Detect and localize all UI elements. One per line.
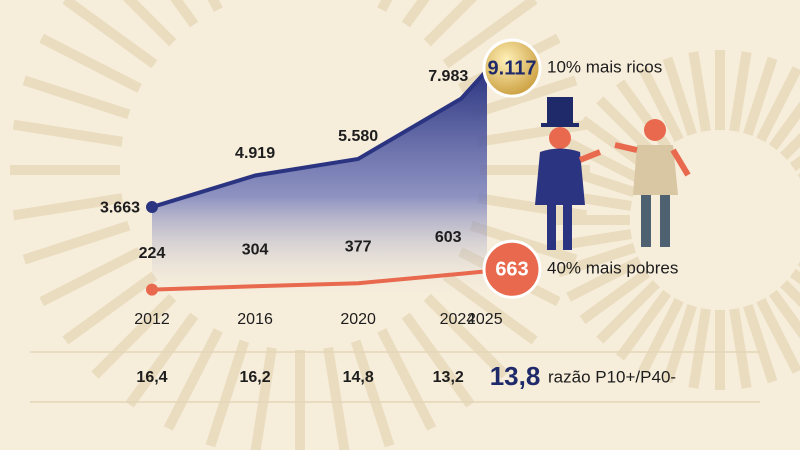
- illustration: [535, 97, 691, 250]
- value-label: 4.919: [235, 145, 275, 162]
- ray: [688, 308, 711, 389]
- badge: [482, 38, 542, 98]
- value-label: 7.983: [428, 68, 468, 85]
- badge: [482, 239, 542, 299]
- ray: [12, 119, 123, 147]
- line: [151, 68, 489, 209]
- ray: [756, 66, 800, 143]
- ray: [163, 328, 223, 431]
- ray: [12, 193, 123, 221]
- ray: [62, 0, 158, 69]
- x-tick-label: 2025: [467, 311, 503, 328]
- ray: [768, 101, 800, 151]
- value-label: 304: [242, 242, 269, 259]
- ray: [401, 0, 430, 28]
- ray: [616, 289, 672, 361]
- ray: [170, 0, 199, 28]
- value-label: 9.117: [488, 57, 537, 79]
- ray: [22, 220, 131, 265]
- ray: [780, 280, 800, 308]
- value-label: 663: [495, 259, 528, 281]
- ray: [122, 0, 177, 47]
- ray: [662, 304, 697, 384]
- ratio-value: 16,4: [136, 369, 167, 386]
- ratio-value: 13,2: [433, 369, 464, 386]
- ray: [39, 247, 142, 307]
- ray: [469, 75, 578, 120]
- ray: [729, 308, 752, 389]
- x-tick-label: 2016: [237, 311, 273, 328]
- ray: [323, 347, 350, 450]
- point: [146, 283, 158, 296]
- ray: [377, 328, 437, 431]
- ray: [566, 256, 643, 302]
- legend-label: 40% mais pobres: [547, 259, 678, 278]
- ray: [39, 33, 142, 93]
- decoration: [10, 0, 800, 450]
- value-label: 5.580: [338, 128, 378, 145]
- ray: [662, 56, 697, 136]
- ray: [768, 289, 800, 339]
- ratio-value: 14,8: [343, 369, 374, 386]
- ray: [638, 297, 684, 374]
- ratio-value: 16,2: [240, 369, 271, 386]
- value-label: 603: [435, 229, 462, 246]
- ray: [638, 66, 684, 143]
- ray: [743, 304, 778, 384]
- ray: [556, 243, 636, 278]
- value-label: 3.663: [100, 199, 140, 216]
- ray: [423, 293, 509, 379]
- line: [151, 269, 488, 292]
- legend-label: 10% mais ricos: [547, 58, 662, 77]
- ray: [780, 132, 800, 160]
- ray: [566, 138, 643, 184]
- ray: [688, 51, 711, 132]
- value-label: 224: [139, 245, 166, 262]
- ray: [350, 339, 395, 448]
- ray: [756, 297, 800, 374]
- ray: [205, 339, 250, 448]
- ray: [743, 56, 778, 136]
- ray: [579, 268, 651, 324]
- value-label: 377: [345, 238, 372, 255]
- ray: [91, 293, 177, 379]
- ray: [423, 0, 478, 47]
- ray: [596, 280, 660, 344]
- x-tick-label: 2012: [134, 311, 170, 328]
- ray: [250, 347, 277, 450]
- ray: [401, 312, 475, 408]
- ray: [125, 312, 199, 408]
- ratio-value: 13,8: [490, 361, 541, 391]
- ray: [22, 75, 131, 120]
- area: [152, 70, 487, 299]
- point: [146, 201, 158, 214]
- ray: [62, 271, 158, 345]
- ratio-label: razão P10+/P40-: [548, 367, 676, 386]
- ray: [477, 119, 588, 147]
- ray: [729, 51, 752, 132]
- ray: [442, 0, 538, 69]
- x-tick-label: 2024: [440, 311, 476, 328]
- x-tick-label: 2020: [340, 311, 376, 328]
